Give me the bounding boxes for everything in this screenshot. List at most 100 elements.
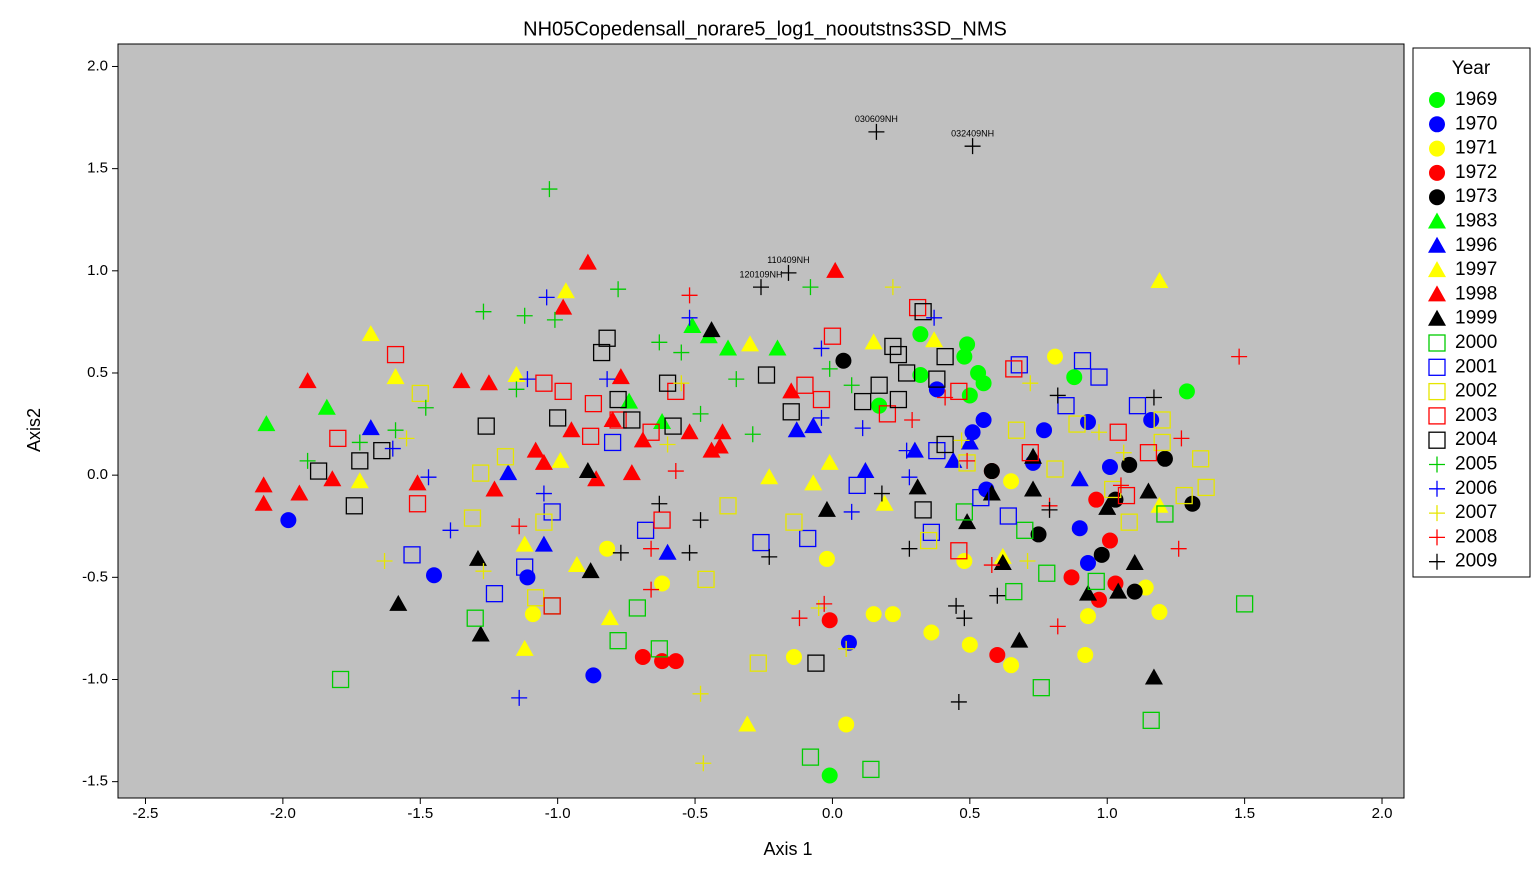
point — [408, 495, 427, 513]
point — [515, 639, 534, 656]
point — [636, 521, 655, 539]
point — [592, 343, 611, 362]
point — [1071, 520, 1088, 537]
point — [955, 503, 973, 521]
point — [331, 670, 350, 689]
point — [664, 417, 682, 435]
point — [873, 485, 890, 502]
legend-marker — [1429, 456, 1445, 473]
point — [1079, 414, 1096, 431]
point — [843, 377, 860, 394]
point — [768, 339, 787, 356]
point — [1070, 470, 1089, 487]
point — [1175, 486, 1193, 505]
point — [254, 494, 273, 511]
point — [463, 509, 482, 527]
point — [799, 529, 817, 548]
point — [471, 625, 490, 642]
x-tick-label: 0.0 — [822, 805, 843, 822]
point — [944, 451, 963, 468]
point — [426, 567, 443, 584]
point — [1021, 444, 1039, 462]
point — [865, 606, 882, 623]
point — [1049, 387, 1066, 404]
point — [884, 606, 901, 623]
point — [1078, 584, 1097, 601]
point — [972, 488, 990, 507]
point — [993, 554, 1012, 571]
point — [403, 546, 421, 564]
point — [584, 394, 603, 413]
point — [317, 398, 336, 415]
point — [1156, 450, 1173, 467]
legend-marker — [1428, 261, 1446, 278]
point — [953, 432, 970, 449]
point — [1139, 444, 1158, 462]
point — [386, 345, 405, 364]
y-tick-label: -0.5 — [82, 568, 108, 585]
point — [757, 366, 776, 384]
point — [912, 367, 929, 384]
point-label: 120109NH — [739, 270, 782, 280]
point — [475, 303, 492, 320]
point — [1088, 491, 1105, 508]
point — [950, 693, 967, 710]
point — [761, 548, 778, 565]
legend-label: 1969 — [1455, 89, 1497, 110]
point — [692, 405, 709, 422]
point — [741, 335, 760, 352]
point — [1121, 456, 1138, 473]
point — [1178, 383, 1195, 400]
point — [298, 372, 317, 389]
legend-marker — [1429, 116, 1445, 133]
point — [1090, 368, 1108, 386]
point — [351, 434, 368, 451]
point — [908, 478, 927, 495]
point — [556, 282, 575, 299]
point — [309, 462, 328, 480]
point — [856, 462, 875, 479]
point — [1032, 679, 1050, 697]
point — [257, 415, 276, 432]
point — [898, 442, 915, 459]
point — [817, 500, 836, 517]
legend-label: 1971 — [1455, 138, 1497, 159]
y-tick-label: 1.5 — [87, 160, 108, 177]
legend-marker — [1428, 431, 1446, 449]
point — [1049, 618, 1066, 635]
x-tick-label: 2.0 — [1372, 805, 1393, 822]
point — [1090, 424, 1107, 441]
point — [466, 609, 484, 627]
legend-marker — [1428, 334, 1446, 352]
point — [386, 368, 405, 385]
point — [475, 563, 492, 580]
point — [956, 552, 973, 569]
point — [791, 610, 808, 627]
point — [884, 279, 901, 296]
y-tick-label: 2.0 — [87, 57, 108, 74]
point — [623, 411, 641, 429]
point — [780, 264, 797, 281]
y-tick-label: 1.0 — [87, 262, 108, 279]
point — [551, 451, 570, 468]
point — [562, 421, 581, 438]
point — [1047, 348, 1064, 365]
legend-marker — [1428, 212, 1446, 229]
point — [821, 612, 838, 629]
legend-marker — [1428, 407, 1446, 425]
x-tick-label: 1.0 — [1097, 805, 1118, 822]
point — [1145, 389, 1162, 406]
point — [620, 392, 639, 409]
point — [610, 281, 627, 298]
legend-marker — [1428, 309, 1446, 326]
point — [838, 640, 855, 657]
legend-label: 2000 — [1455, 332, 1497, 353]
y-axis-label: Axis2 — [24, 408, 44, 452]
point — [926, 309, 943, 326]
point — [796, 376, 814, 394]
point — [1005, 360, 1023, 378]
legend-marker — [1429, 480, 1445, 497]
point — [1016, 521, 1034, 539]
point — [864, 333, 883, 350]
